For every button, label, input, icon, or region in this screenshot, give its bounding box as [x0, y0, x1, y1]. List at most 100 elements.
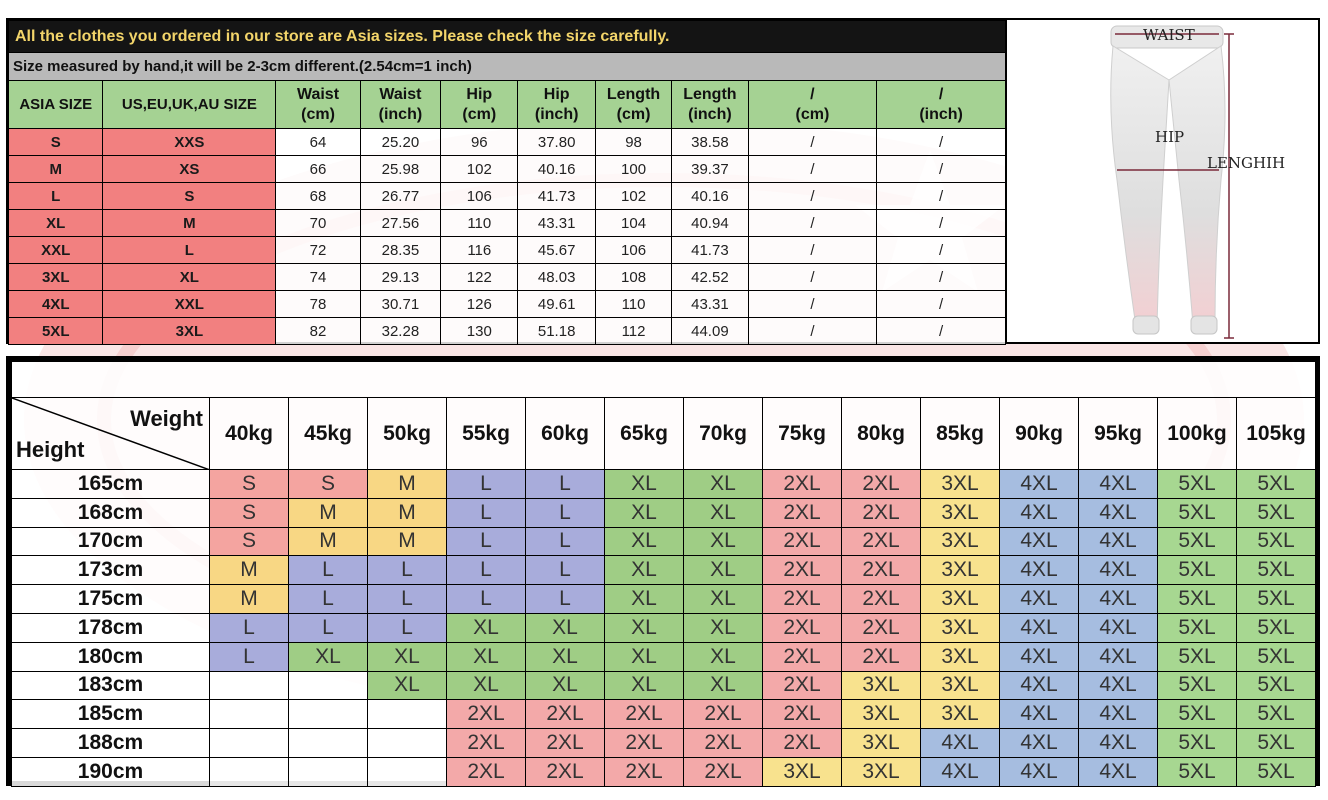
size-recommendation-cell: L: [446, 497, 526, 528]
size-recommendation-cell: 4XL: [999, 469, 1079, 499]
size-recommendation-cell: XL: [604, 555, 684, 586]
size-recommendation-cell: 2XL: [683, 699, 763, 730]
height-label-cell: 178cm: [11, 612, 210, 643]
intl-size-cell: XXS: [102, 128, 277, 156]
weight-header-cell: 60kg: [525, 397, 605, 470]
size-recommendation-cell: 2XL: [525, 699, 605, 730]
weight-header-cell: 105kg: [1235, 397, 1317, 470]
size-recommendation-cell: 2XL: [841, 555, 921, 586]
size-recommendation-cell: 3XL: [920, 526, 1000, 557]
size-recommendation-cell: 5XL: [1157, 555, 1237, 586]
weight-header-cell: 50kg: [367, 397, 447, 470]
size-recommendation-cell: [288, 699, 368, 730]
size-recommendation-cell: 2XL: [762, 699, 842, 730]
size-recommendation-cell: 4XL: [999, 584, 1079, 614]
height-row: 190cm 2XL 2XL 2XL 2XL 3XL 3XL 4XL 4XL 4XL 5XL 5XL: [11, 756, 1317, 787]
size-chart-table: All the clothes you ordered in our store…: [7, 20, 1006, 345]
size-recommendation-cell: 4XL: [1078, 728, 1158, 758]
weight-header-cell: 100kg: [1157, 397, 1237, 470]
size-header-cell: US,EU,UK,AU SIZE: [102, 80, 277, 129]
measurement-cell: 110: [440, 209, 519, 237]
size-recommendation-cell: 3XL: [841, 756, 921, 787]
size-recommendation-cell: 3XL: [841, 728, 921, 758]
corner-diagonal-line: [12, 398, 209, 469]
size-recommendation-cell: 2XL: [683, 756, 763, 787]
measurement-cell: 43.31: [671, 290, 749, 318]
measurement-cell: 48.03: [517, 263, 596, 291]
weight-header-cell: 85kg: [920, 397, 1000, 470]
pants-right-cuff: [1190, 315, 1218, 335]
height-label-cell: 175cm: [11, 584, 210, 614]
size-header-cell: Length (cm): [594, 80, 673, 129]
size-recommendation-cell: 4XL: [999, 670, 1079, 701]
size-recommendation-cell: XL: [446, 670, 526, 701]
size-recommendation-cell: M: [209, 584, 289, 614]
size-recommendation-cell: XL: [367, 641, 447, 672]
size-recommendation-cell: 4XL: [1078, 670, 1158, 701]
size-recommendation-cell: L: [367, 612, 447, 643]
measurement-cell: 130: [440, 317, 519, 345]
size-recommendation-cell: 5XL: [1157, 497, 1237, 528]
size-recommendation-cell: 3XL: [841, 699, 921, 730]
size-recommendation-cell: 2XL: [446, 728, 526, 758]
size-recommendation-cell: 2XL: [762, 612, 842, 643]
size-recommendation-cell: XL: [367, 670, 447, 701]
size-recommendation-cell: [209, 670, 289, 701]
size-recommendation-cell: [288, 756, 368, 787]
measurement-cell: 25.20: [359, 128, 442, 156]
asia-size-cell: XL: [7, 209, 104, 237]
size-recommendation-cell: 2XL: [762, 670, 842, 701]
size-recommendation-cell: 2XL: [762, 555, 842, 586]
height-row: 168cm S M M L L XL XL 2XL 2XL 3XL 4XL 4XL 5XL 5XL: [11, 497, 1317, 528]
measurement-cell: /: [876, 209, 1006, 237]
measurement-cell: 108: [594, 263, 673, 291]
size-recommendation-cell: XL: [683, 526, 763, 557]
size-recommendation-cell: L: [367, 555, 447, 586]
measurement-cell: /: [876, 128, 1006, 156]
size-recommendation-cell: 4XL: [999, 728, 1079, 758]
size-recommendation-cell: S: [288, 469, 368, 499]
height-row: 170cm S M M L L XL XL 2XL 2XL 3XL 4XL 4XL 5XL 5XL: [11, 526, 1317, 557]
size-recommendation-cell: 5XL: [1235, 612, 1317, 643]
intl-size-cell: XXL: [102, 290, 277, 318]
size-recommendation-cell: XL: [683, 555, 763, 586]
size-recommendation-cell: 2XL: [841, 584, 921, 614]
measurement-cell: /: [747, 263, 878, 291]
pants-illustration: [1110, 25, 1234, 339]
size-header-cell: / (inch): [876, 80, 1006, 129]
measurement-cell: 64: [275, 128, 361, 156]
measurement-cell: 49.61: [517, 290, 596, 318]
size-recommendation-cell: 5XL: [1235, 641, 1317, 672]
height-row: 188cm 2XL 2XL 2XL 2XL 2XL 3XL 4XL 4XL 4XL 5XL 5XL: [11, 728, 1317, 758]
size-recommendation-cell: XL: [446, 641, 526, 672]
size-recommendation-cell: 3XL: [920, 469, 1000, 499]
size-recommendation-cell: 2XL: [841, 497, 921, 528]
intl-size-cell: 3XL: [102, 317, 277, 345]
size-recommendation-cell: [367, 699, 447, 730]
size-recommendation-cell: XL: [604, 641, 684, 672]
measurement-cell: /: [876, 155, 1006, 183]
size-recommendation-cell: XL: [604, 497, 684, 528]
height-label-cell: 188cm: [11, 728, 210, 758]
size-recommendation-cell: XL: [683, 670, 763, 701]
size-recommendation-cell: 2XL: [841, 469, 921, 499]
size-recommendation-cell: 5XL: [1157, 469, 1237, 499]
size-recommendation-cell: L: [525, 497, 605, 528]
size-recommendation-cell: L: [367, 584, 447, 614]
measurement-cell: 110: [594, 290, 673, 318]
size-recommendation-cell: L: [446, 584, 526, 614]
height-label-cell: 190cm: [11, 756, 210, 787]
pants-measurement-diagram: WAIST HIP LENGHIH: [1006, 20, 1318, 342]
size-recommendation-cell: 2XL: [762, 641, 842, 672]
size-recommendation-cell: 2XL: [604, 756, 684, 787]
size-recommendation-cell: 2XL: [762, 469, 842, 499]
size-recommendation-cell: 2XL: [841, 612, 921, 643]
size-recommendation-cell: XL: [525, 612, 605, 643]
size-recommendation-cell: [288, 670, 368, 701]
measurement-cell: 68: [275, 182, 361, 210]
size-recommendation-cell: 2XL: [841, 526, 921, 557]
measurement-cell: 74: [275, 263, 361, 291]
size-recommendation-cell: M: [288, 526, 368, 557]
measurement-cell: 29.13: [359, 263, 442, 291]
size-recommendation-cell: 4XL: [1078, 756, 1158, 787]
